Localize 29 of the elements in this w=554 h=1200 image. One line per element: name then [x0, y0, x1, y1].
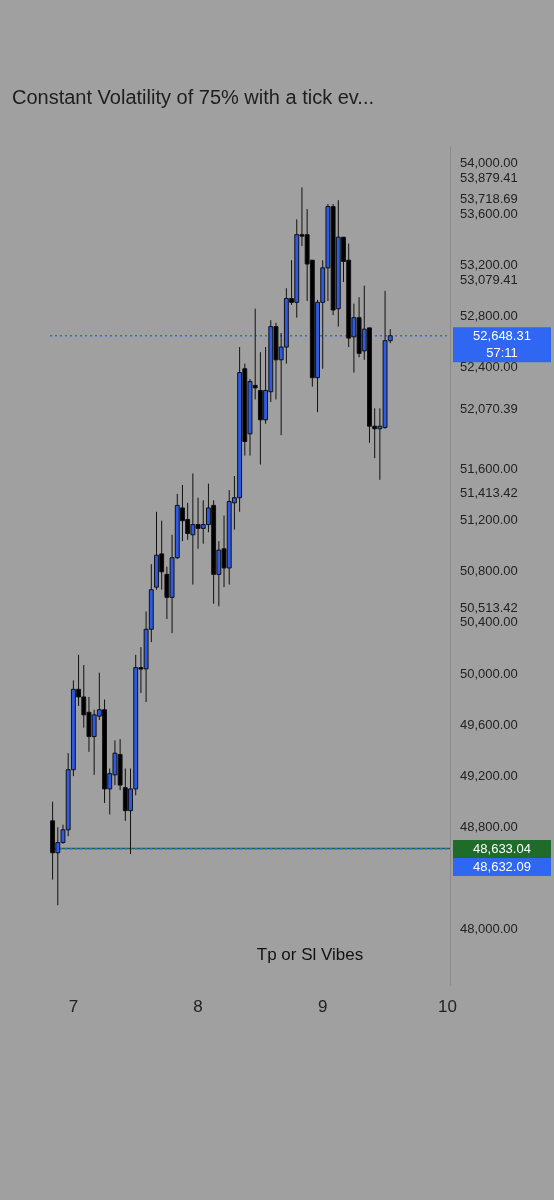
x-tick-label: 10 [437, 997, 457, 1017]
x-tick-label: 7 [68, 997, 79, 1017]
x-tick-label: 8 [193, 997, 203, 1017]
ref-line-label: 48,633.04 [473, 841, 531, 857]
chart-title: Constant Volatility of 75% with a tick ev... [12, 86, 376, 109]
y-tick-label: 54,000.00 [460, 154, 518, 170]
y-tick-label: 49,200.00 [460, 767, 518, 783]
y-tick-label: 53,200.00 [460, 256, 518, 272]
y-tick-label: 50,800.00 [460, 563, 518, 579]
y-tick-label: 48,000.00 [460, 920, 518, 936]
y-tick-label: 50,000.00 [460, 665, 518, 681]
y-tick-label: 52,070.39 [460, 401, 518, 417]
y-tick-label: 51,600.00 [460, 461, 518, 477]
y-tick-label: 53,718.69 [460, 190, 518, 206]
ref-line-label: 52,648.31 57:11 [473, 328, 531, 361]
annotation: Tp or Sl Vibes [256, 945, 364, 965]
y-tick-label: 53,079.41 [460, 272, 518, 288]
x-tick-label: 9 [317, 997, 328, 1017]
y-tick-label: 53,600.00 [460, 205, 518, 221]
ref-line-label: 48,632.09 [473, 859, 531, 875]
y-tick-label: 53,879.41 [460, 170, 518, 186]
y-tick-label: 49,600.00 [460, 716, 518, 732]
y-tick-label: 51,200.00 [460, 512, 518, 528]
y-tick-label: 48,800.00 [460, 818, 518, 834]
y-tick-label: 52,400.00 [460, 359, 518, 375]
y-tick-label: 52,800.00 [460, 307, 518, 323]
y-tick-label: 51,413.42 [460, 485, 518, 501]
y-tick-label: 50,513.42 [460, 599, 518, 615]
y-tick-label: 50,400.00 [460, 614, 518, 630]
